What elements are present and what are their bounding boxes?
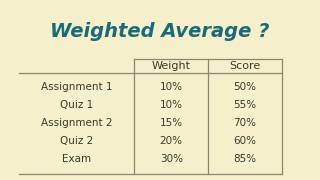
Text: 55%: 55%	[233, 100, 256, 110]
Text: 15%: 15%	[160, 118, 183, 128]
Text: Weight: Weight	[152, 61, 191, 71]
Text: 70%: 70%	[233, 118, 256, 128]
Text: 50%: 50%	[233, 82, 256, 92]
Text: 85%: 85%	[233, 154, 256, 164]
Text: Quiz 1: Quiz 1	[60, 100, 93, 110]
Text: Score: Score	[229, 61, 260, 71]
Text: Assignment 1: Assignment 1	[41, 82, 113, 92]
Text: Weighted Average ?: Weighted Average ?	[50, 22, 270, 41]
Text: 20%: 20%	[160, 136, 183, 146]
Text: Exam: Exam	[62, 154, 92, 164]
Text: Assignment 2: Assignment 2	[41, 118, 113, 128]
Text: Quiz 2: Quiz 2	[60, 136, 93, 146]
Text: 60%: 60%	[233, 136, 256, 146]
Text: 10%: 10%	[160, 82, 183, 92]
Text: 30%: 30%	[160, 154, 183, 164]
Text: 10%: 10%	[160, 100, 183, 110]
